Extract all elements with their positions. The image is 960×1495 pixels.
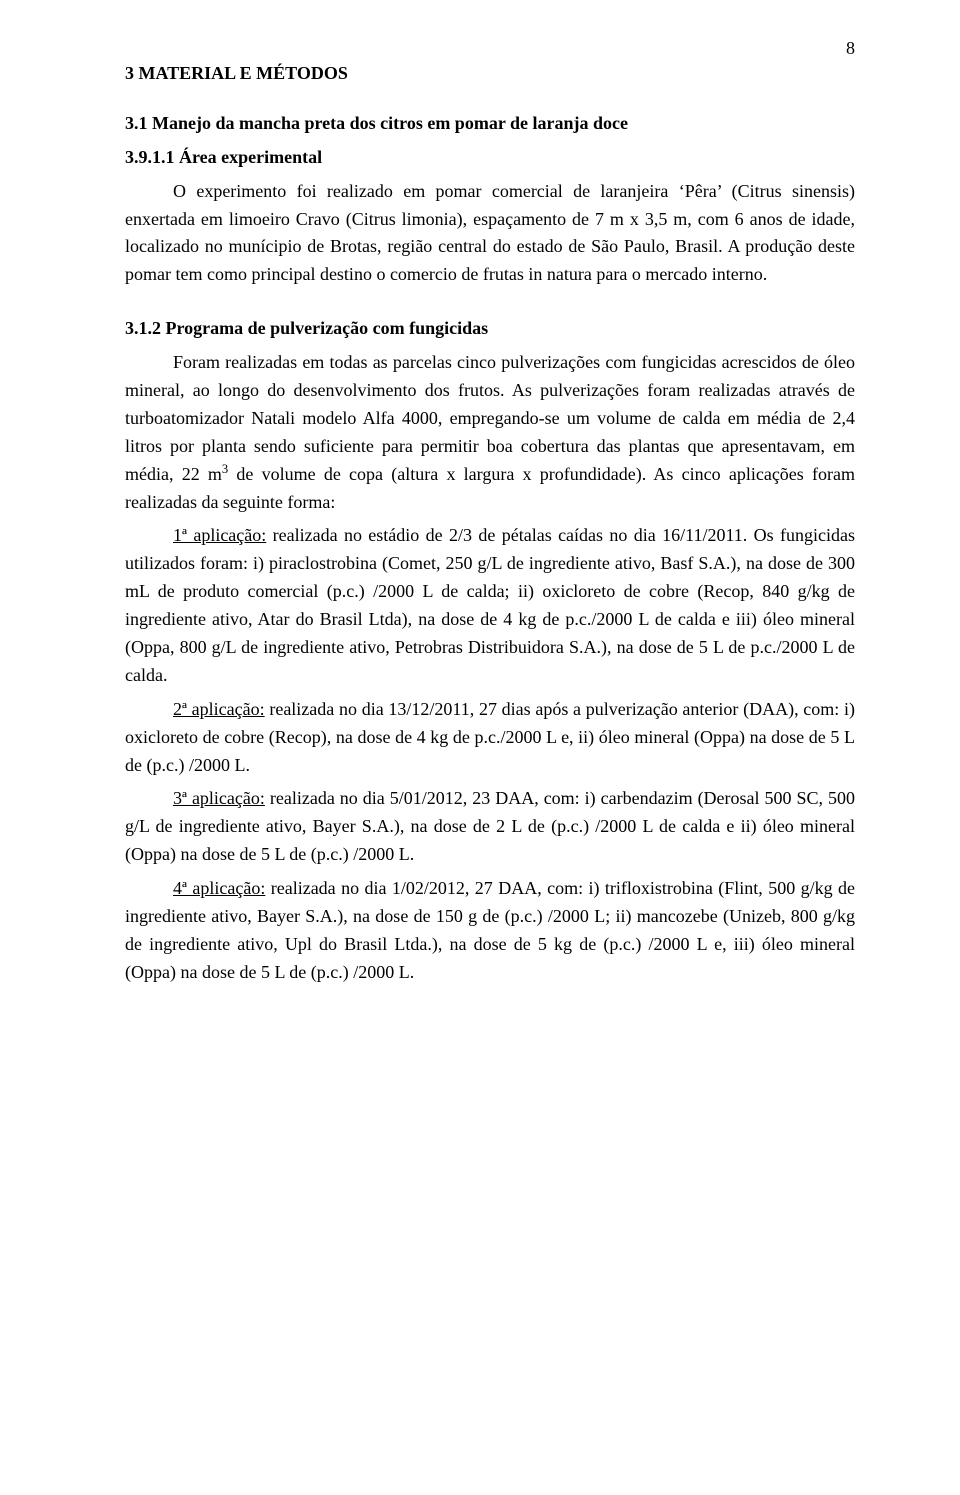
page: 8 3 MATERIAL E MÉTODOS 3.1 Manejo da man… xyxy=(0,0,960,1495)
subsubsection-heading-3-9-1-1: 3.9.1.1 Área experimental xyxy=(125,144,855,172)
application-label: 3ª aplicação: xyxy=(173,788,265,808)
paragraph-application-1: 1ª aplicação: realizada no estádio de 2/… xyxy=(125,522,855,689)
application-label: 1ª aplicação: xyxy=(173,525,266,545)
paragraph: O experimento foi realizado em pomar com… xyxy=(125,178,855,290)
paragraph-application-4: 4ª aplicação: realizada no dia 1/02/2012… xyxy=(125,875,855,987)
text-run: realizada no estádio de 2/3 de pétalas c… xyxy=(125,525,855,684)
paragraph: Foram realizadas em todas as parcelas ci… xyxy=(125,349,855,516)
subsubsection-heading-3-1-2: 3.1.2 Programa de pulverização com fungi… xyxy=(125,315,855,343)
text-run: de volume de copa (altura x largura x pr… xyxy=(125,464,855,512)
section-heading: 3 MATERIAL E MÉTODOS xyxy=(125,60,855,88)
page-number: 8 xyxy=(846,35,855,63)
paragraph-application-2: 2ª aplicação: realizada no dia 13/12/201… xyxy=(125,696,855,780)
application-label: 2ª aplicação: xyxy=(173,699,265,719)
application-label: 4ª aplicação: xyxy=(173,878,265,898)
paragraph-application-3: 3ª aplicação: realizada no dia 5/01/2012… xyxy=(125,785,855,869)
subsection-heading: 3.1 Manejo da mancha preta dos citros em… xyxy=(125,110,855,138)
